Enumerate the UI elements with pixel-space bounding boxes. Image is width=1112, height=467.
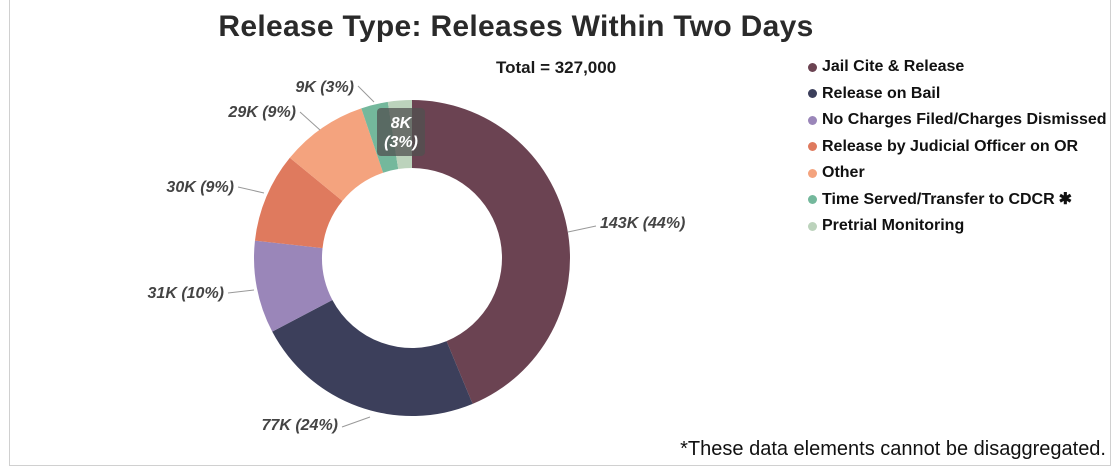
legend-label-release-by-judicial-officer-on-or: Release by Judicial Officer on OR	[822, 137, 1079, 155]
legend-marker-release-on-bail	[808, 89, 817, 99]
slice-no-charges-filed-charges-dismissed	[253, 240, 333, 332]
chart-legend: Jail Cite & Release Release on Bail No Cha…	[808, 54, 1107, 240]
legend-item-time-served-transfer-to-cdcr: Time Served/Transfer to CDCR ✱	[808, 187, 1107, 214]
legend-marker-release-by-judicial-officer-on-or	[808, 142, 817, 152]
slice-label-bg-pretrial-monitoring	[377, 108, 425, 156]
legend-item-release-on-bail: Release on Bail	[808, 81, 1107, 108]
slice-label-pretrial-monitoring: 8K (3%)	[384, 115, 418, 151]
legend-label-time-served-transfer-to-cdcr: Time Served/Transfer to CDCR	[822, 190, 1055, 208]
chart-title: Release Type: Releases Within Two Days	[218, 10, 814, 43]
legend-item-release-by-judicial-officer-on-or: Release by Judicial Officer on OR	[808, 134, 1107, 161]
legend-label-other: Other	[822, 164, 865, 182]
leader-line-release-by-judicial-officer-on-or	[237, 186, 265, 194]
slice-jail-cite-release	[412, 100, 570, 404]
legend-marker-no-charges-filed-charges-dismissed	[808, 115, 817, 125]
legend-label-jail-cite-release: Jail Cite & Release	[822, 58, 965, 76]
legend-marker-pretrial-monitoring	[808, 221, 817, 231]
chart-total: Total = 327,000	[496, 58, 617, 77]
legend-marker-other	[808, 168, 817, 178]
legend-item-jail-cite-release: Jail Cite & Release	[808, 54, 1107, 81]
leader-line-time-served-transfer-to-cdcr	[357, 85, 375, 103]
footnote-marker: ✱	[1058, 190, 1073, 208]
slice-label-no-charges-filed-charges-dismissed: 31K (10%)	[148, 285, 224, 302]
legend-item-no-charges-filed-charges-dismissed: No Charges Filed/Charges Dismissed	[808, 107, 1107, 134]
slice-label-time-served-transfer-to-cdcr: 9K (3%)	[295, 79, 354, 96]
leader-line-no-charges-filed-charges-dismissed	[227, 289, 255, 294]
slice-label-other: 29K (9%)	[227, 104, 296, 121]
slice-label-jail-cite-release: 143K (44%)	[600, 215, 685, 232]
chart-footnote: *These data elements cannot be disaggreg…	[680, 438, 1106, 460]
leader-line-release-on-bail	[341, 416, 371, 428]
slice-release-on-bail	[272, 299, 473, 417]
chart-frame	[9, 0, 1111, 466]
slice-label-release-on-bail: 77K (24%)	[262, 417, 338, 434]
slice-other	[289, 108, 384, 201]
legend-marker-time-served-transfer-to-cdcr	[808, 195, 817, 205]
legend-label-pretrial-monitoring: Pretrial Monitoring	[822, 217, 965, 235]
legend-label-release-on-bail: Release on Bail	[822, 84, 941, 102]
slice-label-release-by-judicial-officer-on-or: 30K (9%)	[166, 179, 234, 196]
legend-item-pretrial-monitoring: Pretrial Monitoring	[808, 213, 1107, 240]
legend-item-other: Other	[808, 160, 1107, 187]
slice-release-by-judicial-officer-on-or	[254, 157, 343, 249]
legend-label-no-charges-filed-charges-dismissed: No Charges Filed/Charges Dismissed	[822, 111, 1107, 129]
leader-line-other	[299, 111, 321, 131]
legend-marker-jail-cite-release	[808, 62, 817, 72]
leader-line-jail-cite-release	[567, 225, 597, 233]
